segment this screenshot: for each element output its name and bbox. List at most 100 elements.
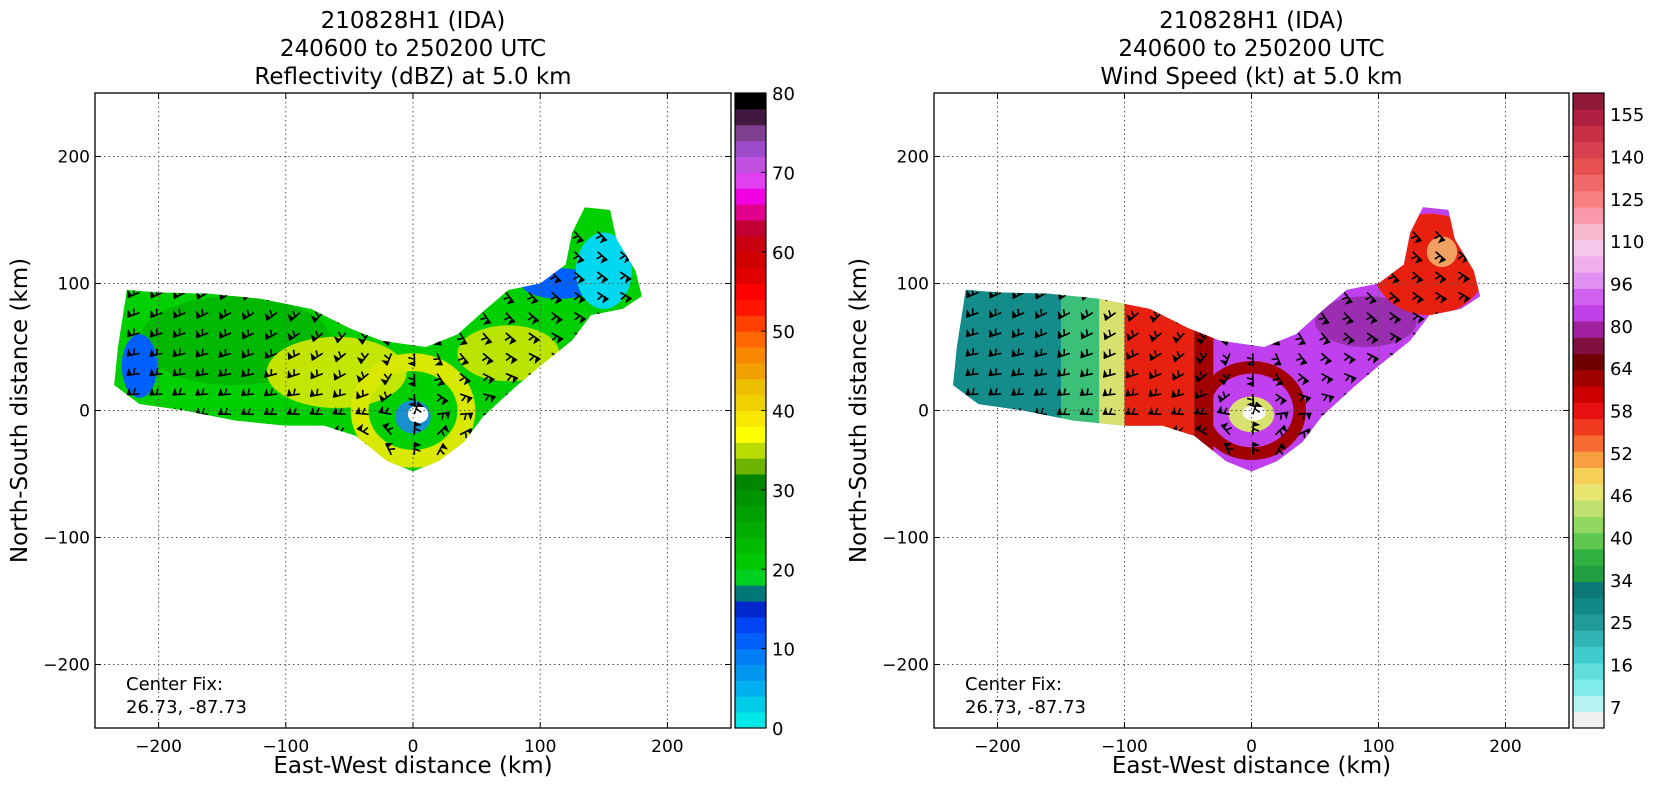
wind-barb <box>196 269 209 281</box>
wind-barb <box>1194 371 1208 383</box>
wind-barb <box>1221 231 1231 245</box>
wind-barb <box>413 441 422 455</box>
wind-barb <box>149 387 163 396</box>
wind-barb <box>358 292 370 305</box>
wind-barb <box>1149 330 1162 343</box>
wind-barb <box>1172 443 1185 456</box>
wind-barb <box>1458 432 1472 441</box>
wind-barb <box>619 311 633 324</box>
wind-barb <box>149 348 163 358</box>
wind-barb <box>380 373 393 386</box>
wind-barb <box>264 329 278 341</box>
wind-barb <box>196 249 209 261</box>
wind-barb <box>1320 352 1332 366</box>
wind-barb <box>1458 311 1471 324</box>
wind-barb <box>480 312 492 325</box>
wind-barb <box>597 291 609 304</box>
wind-barb <box>357 312 370 325</box>
colorbar-tick-label: 7 <box>1610 698 1621 719</box>
wind-barb <box>456 332 468 346</box>
wind-barb <box>1366 431 1380 440</box>
wind-barb <box>287 369 301 379</box>
colorbar-tick-label: 20 <box>772 560 795 581</box>
wind-barb <box>1126 349 1139 360</box>
colorbar-tick-label: 140 <box>1610 148 1644 169</box>
wind-barb <box>1341 291 1353 305</box>
wind-barb <box>263 425 278 436</box>
colorbar-swatch <box>735 442 766 459</box>
wind-barb <box>573 271 585 284</box>
wind-barb <box>1148 425 1162 436</box>
colorbar-swatch <box>1573 190 1604 208</box>
wind-barb <box>1411 251 1423 264</box>
wind-barb <box>382 292 393 306</box>
wind-barb <box>335 251 347 265</box>
colorbar-swatch <box>1573 418 1604 436</box>
field-blob <box>457 325 560 382</box>
center-fix-annotation: 26.73, -87.73 <box>965 697 1086 718</box>
wind-barb <box>264 309 278 321</box>
wind-barb <box>1410 230 1423 244</box>
wind-barb <box>457 352 469 366</box>
wind-barb <box>502 231 513 244</box>
wind-barb <box>264 349 278 360</box>
wind-barb <box>965 308 979 318</box>
wind-barb <box>1366 393 1381 403</box>
wind-barb <box>1126 444 1139 456</box>
wind-barb <box>1245 333 1254 347</box>
wind-barb <box>1172 351 1185 363</box>
wind-barb <box>1458 451 1472 461</box>
wind-barb <box>1011 348 1025 358</box>
wind-barb <box>620 413 634 422</box>
wind-barb <box>1149 350 1162 361</box>
wind-barb <box>1079 407 1093 416</box>
colorbar-swatch <box>735 220 766 237</box>
chart-title-line: 210828H1 (IDA) <box>1159 8 1344 34</box>
wind-barb <box>1034 308 1048 320</box>
wind-barb <box>288 251 301 263</box>
wind-barb <box>287 349 301 360</box>
wind-barb <box>596 251 608 264</box>
wind-barb <box>1079 368 1093 378</box>
wind-barb <box>1011 248 1025 260</box>
wind-barb <box>334 271 347 285</box>
wind-barb <box>597 413 611 422</box>
wind-barb <box>195 387 209 396</box>
wind-barb <box>620 451 634 461</box>
wind-barb <box>551 393 565 403</box>
y-tick-label: 0 <box>79 402 90 422</box>
colorbar-swatch <box>1573 711 1604 729</box>
wind-barb <box>482 429 496 440</box>
wind-barb <box>1298 412 1312 421</box>
wind-barb <box>1125 388 1139 397</box>
wind-barb <box>481 352 494 366</box>
wind-barb <box>1366 449 1380 460</box>
wind-barb <box>1034 269 1048 281</box>
wind-barb <box>1057 309 1071 320</box>
wind-barb <box>173 228 186 241</box>
wind-barb <box>1458 291 1471 304</box>
wind-barb <box>264 445 278 456</box>
wind-barb <box>455 292 466 305</box>
wind-barb <box>218 249 232 261</box>
wind-barb <box>332 406 346 416</box>
wind-barb <box>1057 329 1071 339</box>
wind-barb <box>620 352 634 363</box>
wind-barb <box>1270 251 1279 265</box>
wind-barb <box>1458 271 1470 284</box>
wind-barb <box>311 291 324 304</box>
wind-barb <box>288 231 301 243</box>
y-tick-label: −200 <box>43 656 90 676</box>
wind-barb <box>431 251 440 265</box>
wind-barb <box>1296 352 1308 366</box>
wind-barb <box>620 393 634 402</box>
wind-barb <box>241 349 255 359</box>
wind-barb <box>988 407 1002 416</box>
wind-barb <box>1364 251 1376 264</box>
wind-barb <box>1011 228 1025 241</box>
wind-barb <box>335 231 347 244</box>
wind-barb <box>1174 231 1185 244</box>
colorbar-swatch <box>1573 386 1604 403</box>
wind-barb <box>459 373 471 386</box>
